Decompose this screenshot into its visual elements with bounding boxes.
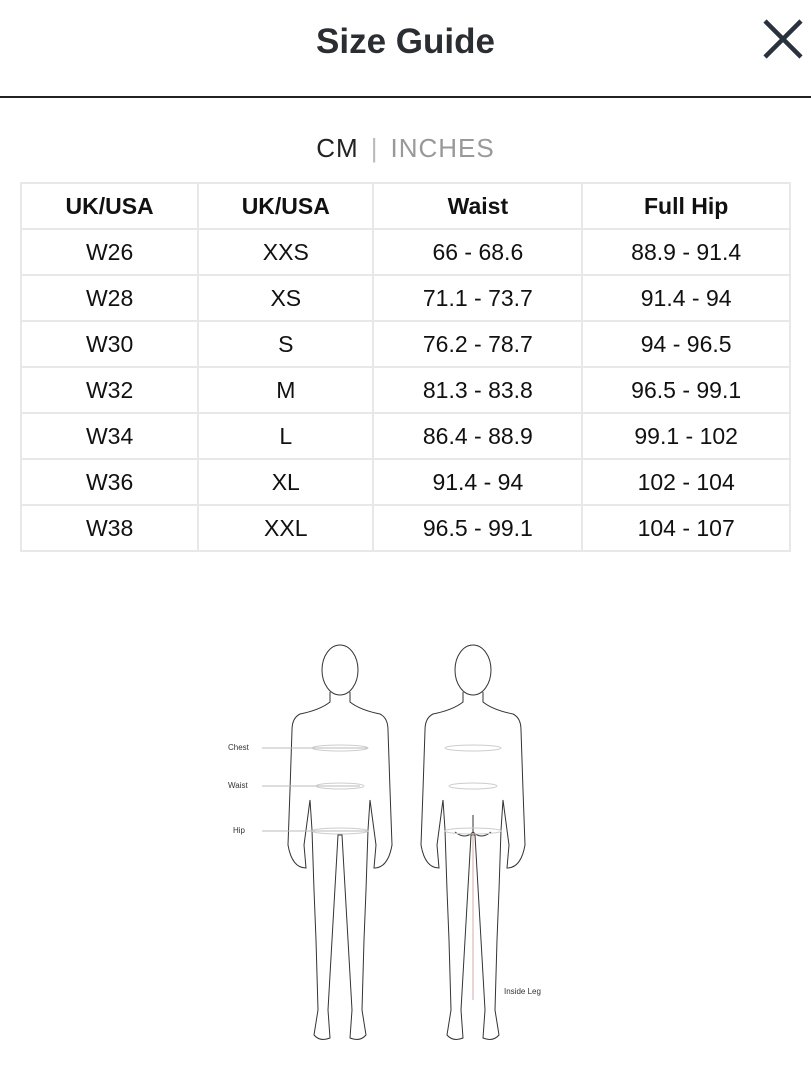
table-cell: 76.2 - 78.7: [372, 320, 584, 368]
table-cell: 71.1 - 73.7: [372, 274, 584, 322]
table-cell: W32: [19, 366, 200, 414]
table-cell: 99.1 - 102: [581, 412, 791, 460]
table-cell: S: [197, 320, 375, 368]
table-cell: W30: [19, 320, 200, 368]
column-header: Waist: [372, 182, 584, 230]
column-header: UK/USA: [197, 182, 375, 230]
table-cell: 86.4 - 88.9: [372, 412, 584, 460]
chest-label: Chest: [228, 743, 250, 752]
table-cell: 81.3 - 83.8: [372, 366, 584, 414]
table-cell: 91.4 - 94: [581, 274, 791, 322]
unit-cm-tab[interactable]: CM: [316, 133, 359, 163]
table-cell: XXL: [197, 504, 375, 552]
unit-separator: |: [370, 133, 379, 163]
table-cell: XXS: [197, 228, 375, 276]
table-row: W26 XXS 66 - 68.6 88.9 - 91.4: [19, 228, 791, 276]
table-cell: 94 - 96.5: [581, 320, 791, 368]
unit-toggle: CM | INCHES: [0, 133, 811, 164]
table-cell: 66 - 68.6: [372, 228, 584, 276]
close-icon[interactable]: [760, 16, 806, 62]
table-cell: W26: [19, 228, 200, 276]
page-title: Size Guide: [316, 22, 495, 61]
table-cell: 88.9 - 91.4: [581, 228, 791, 276]
inside-leg-label: Inside Leg: [504, 987, 541, 996]
table-cell: M: [197, 366, 375, 414]
waist-label: Waist: [228, 781, 248, 790]
table-row: W38 XXL 96.5 - 99.1 104 - 107: [19, 504, 791, 552]
table-cell: W36: [19, 458, 200, 506]
table-cell: 96.5 - 99.1: [372, 504, 584, 552]
table-cell: 104 - 107: [581, 504, 791, 552]
header-divider: [0, 96, 811, 98]
column-header: UK/USA: [19, 182, 200, 230]
table-row: W36 XL 91.4 - 94 102 - 104: [19, 458, 791, 506]
table-cell: XS: [197, 274, 375, 322]
unit-inches-tab[interactable]: INCHES: [390, 133, 495, 163]
table-cell: 91.4 - 94: [372, 458, 584, 506]
table-cell: XL: [197, 458, 375, 506]
table-row: W28 XS 71.1 - 73.7 91.4 - 94: [19, 274, 791, 322]
table-cell: L: [197, 412, 375, 460]
table-row: W34 L 86.4 - 88.9 99.1 - 102: [19, 412, 791, 460]
back-figure: [420, 644, 526, 1040]
table-cell: 96.5 - 99.1: [581, 366, 791, 414]
hip-label: Hip: [233, 826, 246, 835]
table-cell: W28: [19, 274, 200, 322]
table-row: W30 S 76.2 - 78.7 94 - 96.5: [19, 320, 791, 368]
table-cell: W34: [19, 412, 200, 460]
front-figure: [262, 644, 393, 1040]
body-measurement-diagram: Chest Waist Hip Inside Leg: [228, 644, 541, 1040]
table-cell: 102 - 104: [581, 458, 791, 506]
column-header: Full Hip: [581, 182, 791, 230]
size-table: UK/USA UK/USA Waist Full Hip W26 XXS 66 - 68.…: [19, 182, 791, 552]
table-row: W32 M 81.3 - 83.8 96.5 - 99.1: [19, 366, 791, 414]
table-cell: W38: [19, 504, 200, 552]
